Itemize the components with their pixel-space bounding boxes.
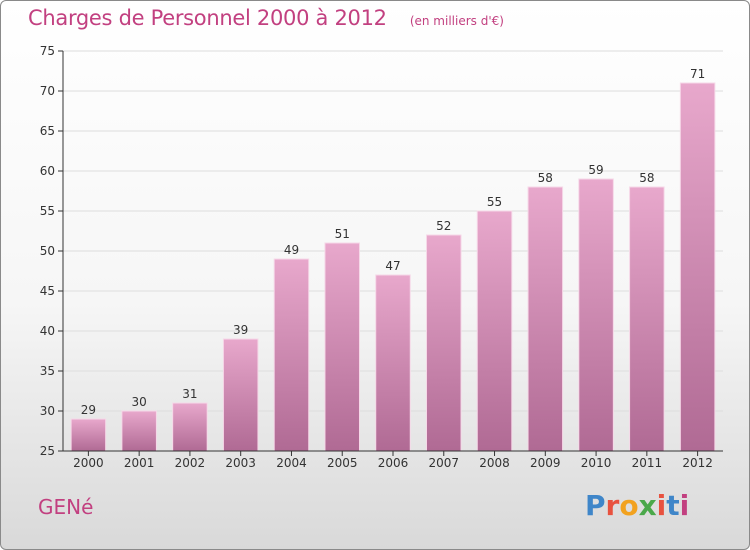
data-label-2000: 29 <box>81 403 96 417</box>
bar-2003 <box>222 338 259 452</box>
x-tick-label-2004: 2004 <box>276 456 307 470</box>
x-tick-label-2002: 2002 <box>175 456 206 470</box>
x-tick-label-2011: 2011 <box>632 456 663 470</box>
data-label-2003: 39 <box>233 323 248 337</box>
data-label-2012: 71 <box>690 67 705 81</box>
bar-2010 <box>578 178 614 452</box>
data-label-2011: 58 <box>639 171 654 185</box>
bar-2011 <box>629 186 665 452</box>
bar-2009 <box>527 186 564 452</box>
y-tick-label: 35 <box>40 364 55 378</box>
axes <box>58 50 723 456</box>
bar-2002 <box>172 402 208 452</box>
y-tick-label: 45 <box>40 284 55 298</box>
data-label-2002: 31 <box>182 387 197 401</box>
data-label-2010: 59 <box>588 163 603 177</box>
x-tick-label-2001: 2001 <box>124 456 155 470</box>
data-label-2006: 47 <box>385 259 400 273</box>
labels: 25 30 35 40 45 50 55 60 65 70 75 29 2000 30 2001 31 2002… <box>40 44 713 470</box>
x-tick-label-2012: 2012 <box>682 456 713 470</box>
bar-2005 <box>324 242 360 452</box>
logo-letter: i <box>656 489 667 522</box>
x-tick-label-2010: 2010 <box>581 456 612 470</box>
chart-title-main: Charges de Personnel 2000 à 2012 <box>28 6 387 30</box>
logo-letter: x <box>638 489 657 522</box>
logo-letter: i <box>679 489 690 522</box>
commune-name: GENé <box>38 495 94 519</box>
bars <box>70 82 716 452</box>
logo-letter: P <box>585 489 606 522</box>
x-tick-label-2008: 2008 <box>479 456 510 470</box>
y-tick-label: 70 <box>40 84 55 98</box>
data-label-2001: 30 <box>132 395 147 409</box>
x-tick-label-2009: 2009 <box>530 456 561 470</box>
data-label-2004: 49 <box>284 243 299 257</box>
y-tick-label: 55 <box>40 204 55 218</box>
x-tick-label-2007: 2007 <box>428 456 459 470</box>
y-tick-label: 65 <box>40 124 55 138</box>
bar-2008 <box>476 210 513 452</box>
y-tick-label: 25 <box>40 444 55 458</box>
x-tick-label-2005: 2005 <box>327 456 358 470</box>
data-label-2007: 52 <box>436 219 451 233</box>
y-tick-label: 40 <box>40 324 55 338</box>
x-tick-label-2006: 2006 <box>378 456 409 470</box>
y-tick-label: 50 <box>40 244 55 258</box>
x-tick-label-2000: 2000 <box>73 456 104 470</box>
bar-2004 <box>273 258 310 452</box>
data-label-2005: 51 <box>335 227 350 241</box>
bar-2006 <box>375 274 411 452</box>
logo-letter: r <box>605 489 620 522</box>
logo-letter: t <box>666 489 680 522</box>
bar-2000 <box>70 418 107 452</box>
bar-2012 <box>679 82 716 452</box>
chart-title: Charges de Personnel 2000 à 2012 (en mil… <box>28 6 504 30</box>
y-tick-label: 30 <box>40 404 55 418</box>
x-tick-label-2003: 2003 <box>225 456 256 470</box>
data-label-2009: 58 <box>538 171 553 185</box>
y-tick-label: 60 <box>40 164 55 178</box>
chart-subtitle: (en milliers d'€) <box>409 14 504 28</box>
bar-2007 <box>426 234 462 452</box>
bar-2001 <box>121 410 157 452</box>
proxiti-logo[interactable]: Proxiti <box>585 489 689 522</box>
logo-letter: o <box>619 489 639 522</box>
data-label-2008: 55 <box>487 195 502 209</box>
y-tick-label: 75 <box>40 44 55 58</box>
